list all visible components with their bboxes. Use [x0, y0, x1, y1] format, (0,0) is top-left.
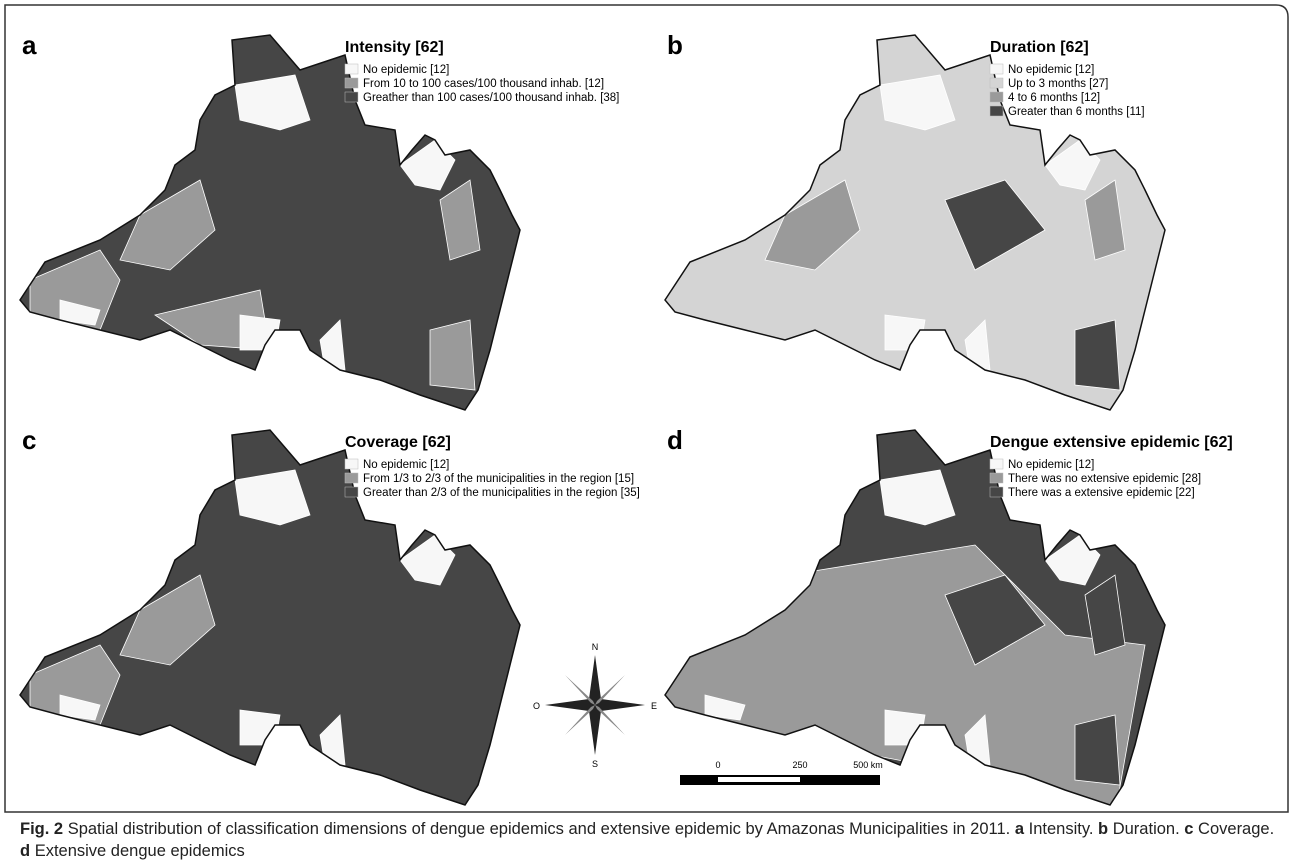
legend-label: Greater than 6 months [11] — [1008, 106, 1145, 118]
caption-part: Coverage. — [1198, 820, 1274, 838]
legend-title: Intensity [62] — [345, 39, 444, 56]
legend-label: From 10 to 100 cases/100 thousand inhab.… — [363, 78, 604, 90]
compass: N S E O — [533, 642, 657, 769]
legend-swatch — [990, 92, 1003, 102]
legend-label: There was no extensive epidemic [28] — [1008, 473, 1201, 485]
scale-label: 0 — [715, 760, 720, 770]
legend-swatch — [990, 78, 1003, 88]
caption-text: Spatial distribution of classification d… — [68, 820, 1011, 838]
map-region — [430, 320, 475, 390]
caption-label: Fig. 2 — [20, 820, 63, 838]
legend-label: No epidemic [12] — [1008, 459, 1094, 471]
legend-swatch — [345, 92, 358, 102]
legend-label: No epidemic [12] — [363, 64, 449, 76]
caption-letter: b — [1098, 820, 1108, 838]
panel: d Dengue extensive epidemic [62] No epidem… — [665, 425, 1233, 815]
legend-label: No epidemic [12] — [1008, 64, 1094, 76]
compass-n: N — [592, 642, 599, 652]
scale-label: 250 — [792, 760, 807, 770]
legend-label: Greater than 2/3 of the municipalities i… — [363, 487, 640, 499]
map-region — [1075, 715, 1120, 785]
panel: a Intensity [62] No epidemic [12] From 10 t… — [20, 30, 619, 410]
map-region — [1075, 320, 1120, 390]
legend-label: Up to 3 months [27] — [1008, 78, 1108, 90]
legend-swatch — [345, 78, 358, 88]
legend-swatch — [345, 64, 358, 74]
panel-letter: a — [22, 30, 37, 60]
legend-label: From 1/3 to 2/3 of the municipalities in… — [363, 473, 634, 485]
panel-letter: c — [22, 425, 36, 455]
caption-letter: c — [1184, 820, 1193, 838]
caption-part: Duration. — [1113, 820, 1180, 838]
legend-swatch — [990, 64, 1003, 74]
panel: c Coverage [62] No epidemic [12] From 1/3 t… — [20, 425, 640, 805]
legend-title: Dengue extensive epidemic [62] — [990, 434, 1233, 451]
legend-label: There was a extensive epidemic [22] — [1008, 487, 1195, 499]
caption-letter: d — [20, 842, 30, 860]
page: N S E O 0 250 500 km a Intensity [62] No e… — [0, 0, 1293, 862]
legend-label: 4 to 6 months [12] — [1008, 92, 1100, 104]
scale-bar: 0 250 500 km — [680, 760, 883, 785]
compass-w: O — [533, 701, 540, 711]
legend-label: No epidemic [12] — [363, 459, 449, 471]
legend-swatch — [990, 487, 1003, 497]
caption-part: Extensive dengue epidemics — [35, 842, 245, 860]
panel: b Duration [62] No epidemic [12] Up to 3 mo… — [665, 30, 1165, 410]
legend-label: Greather than 100 cases/100 thousand inh… — [363, 92, 619, 104]
compass-s: S — [592, 759, 598, 769]
legend-title: Duration [62] — [990, 39, 1089, 56]
legend-swatch — [990, 473, 1003, 483]
caption-letter: a — [1015, 820, 1024, 838]
panel-letter: b — [667, 30, 683, 60]
legend-swatch — [345, 473, 358, 483]
compass-e: E — [651, 701, 657, 711]
legend-swatch — [345, 487, 358, 497]
panel-letter: d — [667, 425, 683, 455]
legend-title: Coverage [62] — [345, 434, 451, 451]
legend-swatch — [990, 106, 1003, 116]
legend-swatch — [990, 459, 1003, 469]
caption-part: Intensity. — [1029, 820, 1094, 838]
scale-label: 500 km — [853, 760, 883, 770]
caption: Fig. 2 Spatial distribution of classific… — [20, 818, 1280, 862]
figure: N S E O 0 250 500 km a Intensity [62] No e… — [0, 0, 1293, 815]
legend-swatch — [345, 459, 358, 469]
